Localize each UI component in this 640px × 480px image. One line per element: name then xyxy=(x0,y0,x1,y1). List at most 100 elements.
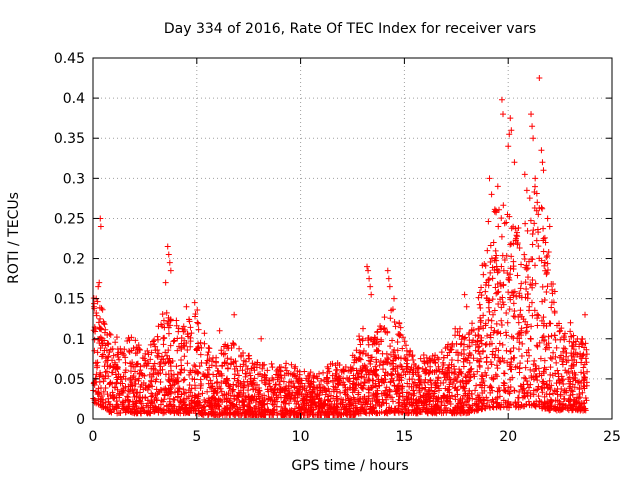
data-point xyxy=(394,364,401,371)
data-point xyxy=(481,397,488,404)
data-point xyxy=(422,370,429,377)
data-point xyxy=(521,171,528,178)
data-point xyxy=(539,205,546,212)
data-point xyxy=(96,279,103,286)
data-point xyxy=(259,362,266,369)
data-point xyxy=(127,368,134,375)
data-point xyxy=(501,257,508,264)
data-point xyxy=(383,384,390,391)
data-point xyxy=(379,377,386,384)
data-point xyxy=(179,325,186,332)
data-point xyxy=(524,358,531,365)
data-point xyxy=(443,370,450,377)
data-point xyxy=(194,306,201,313)
data-point xyxy=(277,367,284,374)
data-point xyxy=(571,369,578,376)
data-point xyxy=(116,356,123,363)
data-point xyxy=(131,394,138,401)
data-point xyxy=(396,399,403,406)
data-point xyxy=(426,394,433,401)
data-point xyxy=(379,361,386,368)
data-point xyxy=(320,369,327,376)
data-point xyxy=(404,351,411,358)
data-point xyxy=(163,309,170,316)
data-point xyxy=(569,391,576,398)
data-point xyxy=(501,220,508,227)
data-point xyxy=(265,380,272,387)
data-point xyxy=(247,372,254,379)
y-tick-label: 0.3 xyxy=(63,171,85,187)
data-point xyxy=(110,352,117,359)
data-point xyxy=(373,372,380,379)
data-point xyxy=(473,382,480,389)
data-point xyxy=(507,115,514,122)
data-point xyxy=(540,167,547,174)
data-point xyxy=(559,361,566,368)
data-point xyxy=(338,411,345,418)
data-point xyxy=(508,333,515,340)
data-point xyxy=(326,402,333,409)
data-point xyxy=(154,352,161,359)
data-point xyxy=(579,389,586,396)
data-point xyxy=(516,388,523,395)
data-point xyxy=(161,324,168,331)
data-point xyxy=(122,369,129,376)
data-point xyxy=(515,404,522,411)
data-point xyxy=(192,369,199,376)
data-point xyxy=(541,399,548,406)
data-point xyxy=(396,332,403,339)
x-tick-label: 0 xyxy=(89,429,98,445)
data-point xyxy=(572,338,579,345)
data-point xyxy=(482,369,489,376)
data-point xyxy=(240,402,247,409)
data-point xyxy=(472,332,479,339)
data-point xyxy=(153,386,160,393)
data-point xyxy=(489,348,496,355)
data-point xyxy=(301,368,308,375)
data-point xyxy=(365,386,372,393)
data-point xyxy=(550,349,557,356)
data-point xyxy=(286,387,293,394)
data-point xyxy=(582,311,589,318)
data-point xyxy=(583,359,590,366)
data-point xyxy=(376,341,383,348)
data-point xyxy=(112,384,119,391)
data-point xyxy=(499,294,506,301)
data-point xyxy=(372,335,379,342)
data-point xyxy=(495,328,502,335)
data-point xyxy=(540,322,547,329)
data-point xyxy=(337,400,344,407)
x-tick-label: 5 xyxy=(192,429,201,445)
data-point xyxy=(112,339,119,346)
data-point xyxy=(372,363,379,370)
data-point xyxy=(162,349,169,356)
data-point xyxy=(507,271,514,278)
data-point xyxy=(374,329,381,336)
data-point xyxy=(120,403,127,410)
data-point xyxy=(165,402,172,409)
data-point xyxy=(543,254,550,261)
data-point xyxy=(560,381,567,388)
data-point xyxy=(512,399,519,406)
data-point xyxy=(491,327,498,334)
data-point xyxy=(424,406,431,413)
data-point xyxy=(95,283,102,290)
data-point xyxy=(320,384,327,391)
data-point xyxy=(517,307,524,314)
data-point xyxy=(197,376,204,383)
data-point xyxy=(542,346,549,353)
data-point xyxy=(583,379,590,386)
data-point xyxy=(175,388,182,395)
data-point xyxy=(506,390,513,397)
data-point xyxy=(562,402,569,409)
data-point xyxy=(391,409,398,416)
data-point xyxy=(207,377,214,384)
data-point xyxy=(106,363,113,370)
data-point xyxy=(515,346,522,353)
data-point xyxy=(454,374,461,381)
data-point xyxy=(284,390,291,397)
data-point xyxy=(93,312,100,319)
data-point xyxy=(544,266,551,273)
data-point xyxy=(464,343,471,350)
data-point xyxy=(97,384,104,391)
